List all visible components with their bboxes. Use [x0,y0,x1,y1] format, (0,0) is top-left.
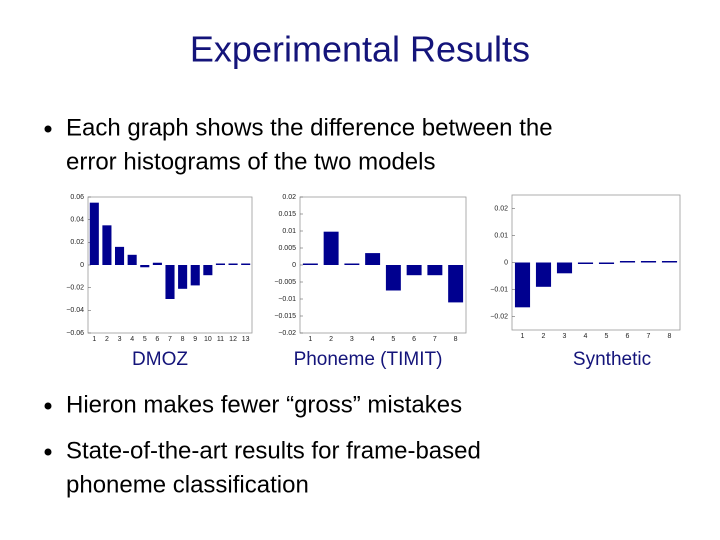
x-tick-label: 8 [181,336,185,343]
y-tick-label: 0 [292,262,296,269]
bar [165,265,175,299]
bar [598,262,615,264]
x-tick-label: 8 [668,333,672,340]
bullet-dot [44,402,52,410]
y-tick-label: 0.01 [282,228,296,235]
bar [556,262,573,274]
x-tick-label: 8 [454,336,458,343]
x-tick-label: 2 [329,336,333,343]
x-tick-label: 11 [217,336,224,343]
x-tick-label: 4 [584,333,588,340]
bar [127,254,137,265]
y-tick-label: 0.06 [70,194,84,201]
bar [102,225,112,265]
bullets: Each graph shows the difference between … [44,114,553,498]
x-tick-label: 6 [155,336,159,343]
bullet-dot [44,125,52,133]
y-tick-label: −0.005 [274,279,296,286]
x-tick-label: 5 [605,333,609,340]
x-tick-label: 7 [647,333,651,340]
bar [89,202,99,265]
bullet-text: State-of-the-art results for frame-based [66,437,481,464]
bar [114,246,125,265]
y-tick-label: 0.02 [282,194,296,201]
chart: −0.02 −0.01 0 0.01 0.02 1 2 3 4 5 6 7 8 Synthetic [490,194,681,370]
y-tick-label: 0 [80,262,84,269]
x-tick-label: 1 [521,333,525,340]
x-tick-label: 2 [105,336,109,343]
bar [152,262,162,265]
bar [241,263,251,265]
bar [640,261,657,263]
x-tick-label: 12 [229,336,237,343]
bar [514,262,531,308]
x-tick-label: 1 [92,336,96,343]
x-tick-label: 6 [412,336,416,343]
y-tick-label: −0.01 [278,296,296,303]
y-tick-label: −0.02 [490,313,508,320]
x-tick-label: 7 [168,336,172,343]
x-tick-label: 1 [308,336,312,343]
bar [302,263,318,265]
bar [577,262,594,264]
bar [215,263,226,265]
chart: −0.02 −0.015 −0.01 −0.005 0 0.005 0.01 0.015 0.0… [274,194,467,370]
x-tick-label: 10 [204,336,212,343]
bullet-text: Hieron makes fewer “gross” mistakes [66,391,462,418]
x-tick-label: 9 [193,336,197,343]
y-tick-label: 0.005 [278,245,296,252]
x-tick-label: 5 [391,336,395,343]
x-tick-label: 13 [242,336,250,343]
bullet-text: Each graph shows the difference between … [66,114,553,141]
bar [344,263,360,265]
x-tick-label: 3 [563,333,567,340]
bar [203,265,213,276]
chart-caption: Synthetic [573,349,651,370]
y-tick-label: 0.04 [70,217,84,224]
y-tick-label: 0.01 [494,232,508,239]
bar [190,265,200,286]
bullet-text: error histograms of the two models [66,148,435,175]
bar [535,262,552,287]
chart-caption: DMOZ [132,349,188,370]
bar [323,231,339,265]
chart-caption: Phoneme (TIMIT) [294,349,443,370]
bar [661,261,678,263]
y-tick-label: −0.02 [66,285,84,292]
y-tick-label: −0.02 [278,330,296,337]
y-tick-label: −0.015 [274,313,296,320]
y-tick-label: 0 [504,259,508,266]
bar [448,265,464,303]
bar [140,265,150,268]
y-tick-label: −0.01 [490,286,508,293]
bar [385,265,401,291]
slide-title: Experimental Results [190,29,530,70]
y-tick-label: 0.02 [70,239,84,246]
x-tick-label: 2 [542,333,546,340]
bullet-text: phoneme classification [66,471,309,498]
x-tick-label: 5 [143,336,147,343]
bar [619,261,636,263]
x-tick-label: 3 [118,336,122,343]
x-tick-label: 7 [433,336,437,343]
y-tick-label: 0.02 [494,205,508,212]
bar [178,265,188,289]
x-tick-label: 3 [350,336,354,343]
y-tick-label: −0.06 [66,330,84,337]
x-tick-label: 4 [371,336,375,343]
bar [406,265,422,276]
bar [228,263,238,265]
x-tick-label: 4 [130,336,134,343]
y-tick-label: 0.015 [278,211,296,218]
bar [427,265,443,276]
bullet-dot [44,448,52,456]
x-tick-label: 6 [626,333,630,340]
bar [365,253,381,265]
y-tick-label: −0.04 [66,307,84,314]
